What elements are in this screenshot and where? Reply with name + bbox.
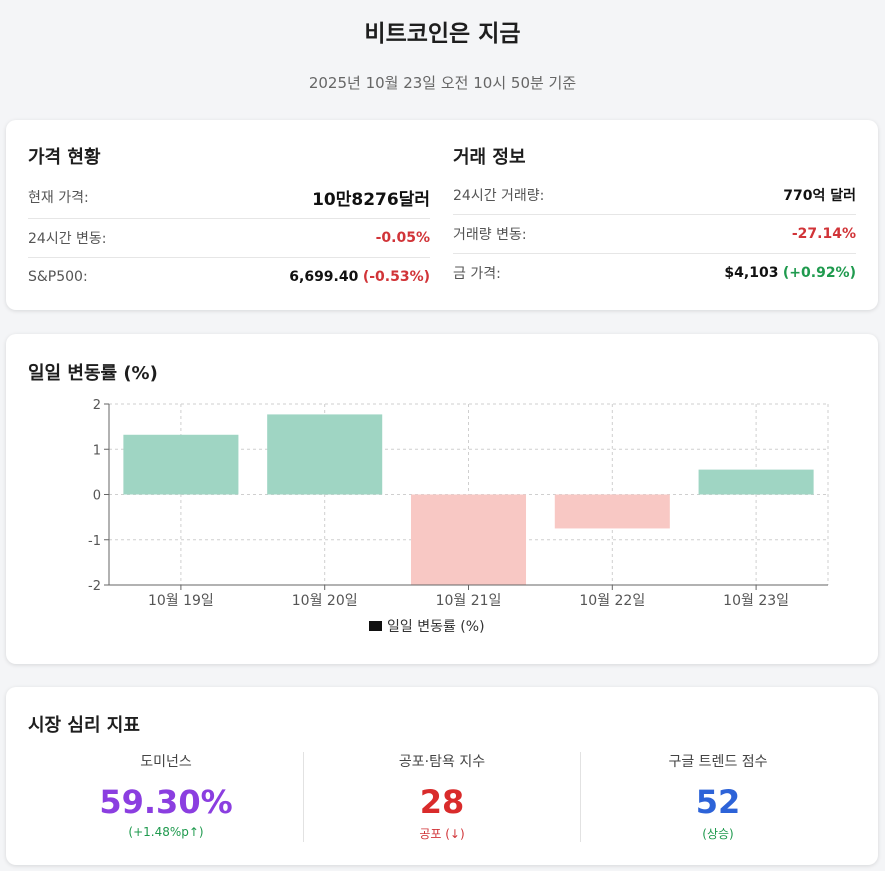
y-tick-label: 1 [93, 443, 101, 458]
trade-section-title: 거래 정보 [453, 147, 526, 168]
google-trends-label: 구글 트렌드 점수 [668, 754, 768, 770]
y-tick-label: -2 [88, 579, 101, 594]
price-change-row: 24시간 변동: -0.05% [28, 219, 430, 257]
bar [698, 469, 814, 495]
dominance-metric: 도미넌스 59.30% (+1.48%p↑) [28, 751, 304, 839]
current-price-value: 10만8276달러 [312, 189, 430, 210]
gold-row: 금 가격: $4,103 (+0.92%) [453, 254, 856, 292]
volume-change-label: 거래량 변동: [453, 227, 527, 243]
chart-title: 일일 변동률 (%) [28, 363, 158, 384]
metric-divider [580, 752, 581, 842]
fear-greed-label: 공포·탐욕 지수 [398, 754, 486, 770]
x-tick-label: 10월 19일 [148, 593, 214, 609]
y-tick-label: 0 [93, 489, 101, 504]
divider [453, 253, 856, 254]
gold-label: 금 가격: [453, 266, 501, 282]
bar [267, 414, 383, 495]
fear-greed-status: 공포 (↓) [419, 827, 465, 841]
price-change-value: -0.05% [375, 230, 430, 246]
volume-value: 770억 달러 [783, 188, 856, 204]
gold-value: $4,103 [724, 265, 779, 281]
google-trends-metric: 구글 트렌드 점수 52 (상승) [580, 751, 856, 842]
chart-card: 일일 변동률 (%) 2 1 0 -1 -2 10월 19일 10월 20일 10월 21일 1… [6, 334, 878, 664]
volume-row: 24시간 거래량: 770억 달러 [453, 176, 856, 214]
x-tick-label: 10월 23일 [723, 593, 789, 609]
price-section-title: 가격 현황 [28, 147, 101, 168]
volume-change-value: -27.14% [791, 226, 856, 242]
bar [410, 494, 527, 585]
volume-change-row: 거래량 변동: -27.14% [453, 215, 856, 253]
dominance-label: 도미넌스 [140, 754, 192, 770]
gold-change: (+0.92%) [782, 265, 856, 281]
divider [28, 218, 430, 219]
volume-label: 24시간 거래량: [453, 188, 545, 204]
google-trends-value: 52 [695, 783, 741, 821]
daily-change-chart: 2 1 0 -1 -2 10월 19일 10월 20일 10월 21일 10월 22일 10월 2… [88, 398, 829, 635]
divider [453, 214, 856, 215]
google-trends-status: (상승) [702, 827, 734, 841]
fear-greed-metric: 공포·탐욕 지수 28 공포 (↓) [304, 751, 580, 842]
price-change-label: 24시간 변동: [28, 231, 107, 247]
x-tick-label: 10월 22일 [579, 593, 645, 609]
sentiment-card: 시장 심리 지표 도미넌스 59.30% (+1.48%p↑) 공포·탐욕 지수… [6, 687, 878, 865]
fear-greed-value: 28 [419, 783, 465, 821]
bar [554, 494, 670, 529]
x-tick-label: 10월 21일 [436, 593, 502, 609]
legend-label: 일일 변동률 (%) [387, 619, 485, 635]
legend-swatch [369, 621, 382, 631]
y-tick-label: 2 [93, 398, 101, 413]
dominance-change: (+1.48%p↑) [128, 825, 204, 839]
sp500-row: S&P500: 6,699.40 (-0.53%) [28, 258, 430, 296]
sp500-change: (-0.53%) [362, 269, 430, 285]
divider [28, 257, 430, 258]
x-tick-label: 10월 20일 [292, 593, 358, 609]
y-tick-label: -1 [88, 534, 101, 549]
info-card: 가격 현황 현재 가격: 10만8276달러 24시간 변동: -0.05% S… [6, 120, 878, 310]
page-subtitle: 2025년 10월 23일 오전 10시 50분 기준 [308, 74, 577, 92]
sentiment-title: 시장 심리 지표 [28, 715, 140, 736]
bar [123, 434, 239, 495]
sp500-label: S&P500: [28, 269, 88, 285]
dominance-value: 59.30% [99, 783, 233, 821]
current-price-row: 현재 가격: 10만8276달러 [28, 178, 430, 216]
sp500-value: 6,699.40 [289, 269, 359, 285]
page-title: 비트코인은 지금 [364, 21, 521, 47]
metric-divider [303, 752, 304, 842]
current-price-label: 현재 가격: [28, 190, 89, 206]
